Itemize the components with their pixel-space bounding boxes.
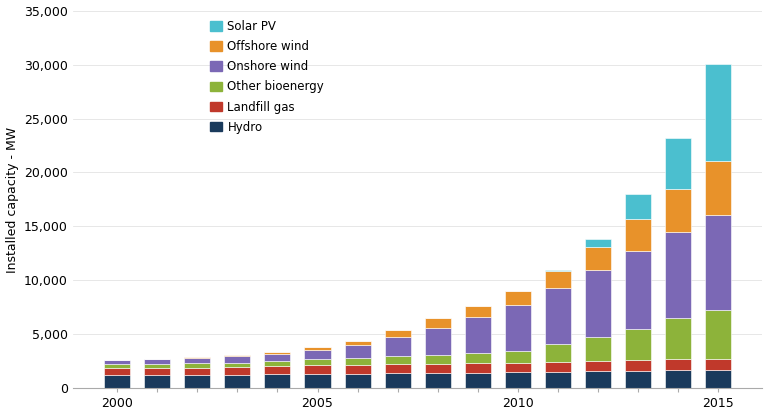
Bar xyxy=(545,271,571,288)
Bar xyxy=(705,310,731,359)
Bar xyxy=(144,364,170,368)
Bar xyxy=(224,357,250,363)
Bar xyxy=(625,219,651,251)
Bar xyxy=(465,373,491,389)
Bar xyxy=(345,358,371,365)
Bar xyxy=(665,232,691,319)
Bar xyxy=(184,358,210,363)
Bar xyxy=(585,247,611,270)
Bar xyxy=(705,215,731,310)
Bar xyxy=(224,367,250,375)
Bar xyxy=(505,351,531,362)
Bar xyxy=(224,356,250,357)
Bar xyxy=(184,363,210,368)
Bar xyxy=(505,305,531,351)
Bar xyxy=(705,64,731,161)
Bar xyxy=(345,345,371,358)
Bar xyxy=(304,347,330,349)
Bar xyxy=(545,344,571,362)
Y-axis label: Installed capacity - MW: Installed capacity - MW xyxy=(5,126,18,272)
Bar xyxy=(705,161,731,215)
Bar xyxy=(304,374,330,389)
Bar xyxy=(505,362,531,372)
Bar xyxy=(304,365,330,374)
Bar xyxy=(385,373,411,389)
Bar xyxy=(465,363,491,373)
Bar xyxy=(585,337,611,361)
Bar xyxy=(625,329,651,360)
Bar xyxy=(264,352,290,354)
Bar xyxy=(665,370,691,389)
Bar xyxy=(585,371,611,389)
Bar xyxy=(545,270,571,271)
Bar xyxy=(505,291,531,305)
Bar xyxy=(425,373,451,389)
Bar xyxy=(665,189,691,232)
Bar xyxy=(264,374,290,389)
Bar xyxy=(625,251,651,329)
Legend: Solar PV, Offshore wind, Onshore wind, Other bioenergy, Landfill gas, Hydro: Solar PV, Offshore wind, Onshore wind, O… xyxy=(210,20,324,134)
Bar xyxy=(665,138,691,189)
Bar xyxy=(184,376,210,389)
Bar xyxy=(585,239,611,247)
Bar xyxy=(345,365,371,374)
Bar xyxy=(465,317,491,353)
Bar xyxy=(425,318,451,328)
Bar xyxy=(304,359,330,365)
Bar xyxy=(545,288,571,344)
Bar xyxy=(264,366,290,374)
Bar xyxy=(385,330,411,337)
Bar xyxy=(224,363,250,367)
Bar xyxy=(144,376,170,389)
Bar xyxy=(224,375,250,389)
Bar xyxy=(104,376,131,389)
Bar xyxy=(385,356,411,364)
Bar xyxy=(665,359,691,370)
Bar xyxy=(585,270,611,337)
Bar xyxy=(465,353,491,363)
Bar xyxy=(625,194,651,219)
Bar xyxy=(425,364,451,373)
Bar xyxy=(625,360,651,371)
Bar xyxy=(184,368,210,376)
Bar xyxy=(665,319,691,359)
Bar xyxy=(425,328,451,355)
Bar xyxy=(144,359,170,364)
Bar xyxy=(104,364,131,368)
Bar xyxy=(425,355,451,364)
Bar xyxy=(545,362,571,371)
Bar xyxy=(385,337,411,356)
Bar xyxy=(144,368,170,376)
Bar xyxy=(104,368,131,376)
Bar xyxy=(705,359,731,369)
Bar xyxy=(345,341,371,345)
Bar xyxy=(625,371,651,389)
Bar xyxy=(705,369,731,389)
Bar xyxy=(304,349,330,359)
Bar xyxy=(585,361,611,371)
Bar xyxy=(264,362,290,366)
Bar xyxy=(385,364,411,373)
Bar xyxy=(545,371,571,389)
Bar xyxy=(264,354,290,362)
Bar xyxy=(345,374,371,389)
Bar xyxy=(104,360,131,364)
Bar xyxy=(184,357,210,358)
Bar xyxy=(505,372,531,389)
Bar xyxy=(465,305,491,317)
